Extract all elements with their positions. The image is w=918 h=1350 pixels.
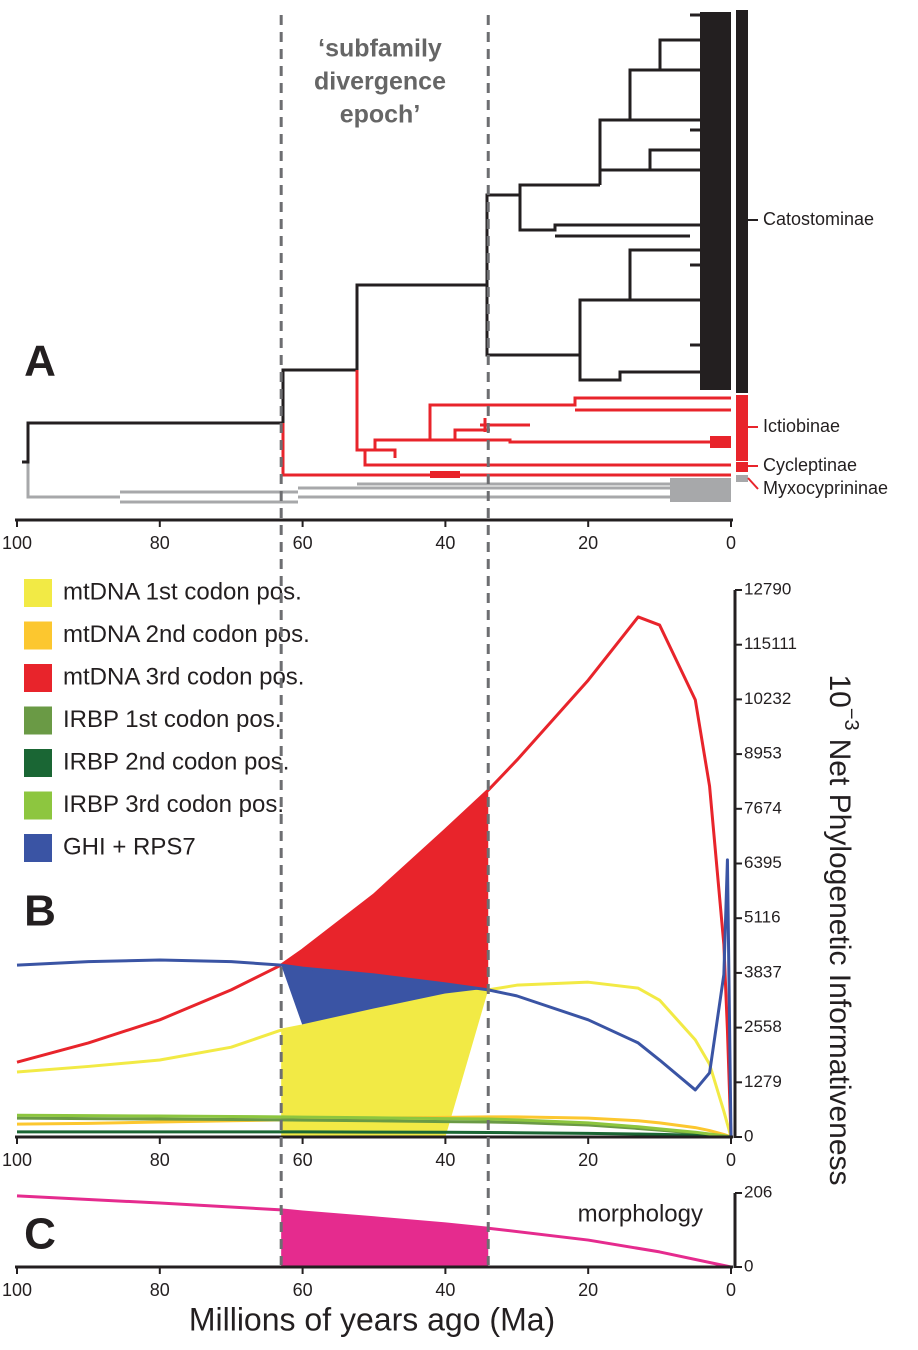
x-tick-label: 40 [435, 533, 455, 553]
series-line [16, 615, 733, 1138]
clade-label: Ictiobinae [763, 416, 840, 436]
epoch-fill [281, 989, 489, 1137]
x-tick-label: 100 [2, 1280, 32, 1300]
clade-label: Catostominae [763, 209, 874, 229]
series-line [16, 858, 733, 1138]
clade-connector [747, 477, 759, 490]
legend-label: IRBP 2nd codon pos. [63, 748, 289, 775]
x-tick-label: 60 [293, 1150, 313, 1170]
y-tick-label: 115111 [744, 634, 797, 653]
x-tick-label: 0 [726, 533, 736, 553]
x-tick-label: 100 [2, 533, 32, 553]
x-tick-label: 80 [150, 533, 170, 553]
y-tick-label: 5116 [744, 908, 781, 927]
tips [700, 12, 731, 390]
clade-bar [736, 475, 748, 482]
x-tick-label: 0 [726, 1280, 736, 1300]
y-tick-label: 1279 [744, 1072, 782, 1091]
tips [430, 471, 460, 478]
legend-label: GHI + RPS7 [63, 833, 196, 860]
series-line [16, 1113, 732, 1139]
legend-swatch [24, 579, 52, 607]
legend-swatch [24, 664, 52, 692]
y-tick-label: 7674 [744, 798, 782, 817]
y-tick-label: 12790 [744, 579, 791, 598]
legend-label: mtDNA 2nd codon pos. [63, 621, 310, 648]
series-label: morphology [578, 1200, 703, 1227]
annotation: ‘subfamily [318, 35, 442, 63]
legend-swatch [24, 749, 52, 777]
x-tick-label: 100 [2, 1150, 32, 1170]
series-line [16, 1194, 732, 1269]
y-tick-label: 8953 [744, 744, 782, 763]
legend-label: IRBP 3rd codon pos. [63, 791, 284, 818]
epoch-fill [281, 790, 489, 990]
y-label-text: Net Phylogenetic Informativeness [823, 739, 856, 1186]
x-tick-label: 20 [578, 1150, 598, 1170]
panel-label: B [24, 887, 56, 936]
clade-bar [736, 462, 748, 472]
y-tick-label: 2558 [744, 1017, 782, 1036]
x-tick-label: 40 [435, 1280, 455, 1300]
annotation: divergence [314, 68, 446, 96]
x-tick-label: 60 [293, 1280, 313, 1300]
y-tick-label: 206 [744, 1182, 772, 1201]
y-label-base: 10 [823, 674, 856, 707]
legend-label: IRBP 1st codon pos. [63, 706, 281, 733]
annotation: epoch’ [340, 101, 421, 129]
branch [26, 462, 670, 504]
x-tick-label: 20 [578, 533, 598, 553]
legend-swatch [24, 791, 52, 820]
y-tick-label: 0 [744, 1256, 753, 1275]
clade-label: Myxocyprininae [763, 478, 888, 498]
tips [670, 478, 731, 502]
x-tick-label: 0 [726, 1150, 736, 1170]
y-tick-label: 3837 [744, 962, 782, 981]
x-tick-label: 80 [150, 1280, 170, 1300]
y-tick-label: 0 [744, 1126, 753, 1145]
tips [710, 436, 731, 448]
legend-swatch [24, 706, 52, 735]
y-tick-label: 6395 [744, 853, 782, 872]
x-tick-label: 80 [150, 1150, 170, 1170]
epoch-fill [281, 965, 489, 1026]
clade-label: Cycleptinae [763, 455, 857, 475]
series-line [16, 1115, 732, 1139]
y-label-exponent: −3 [840, 708, 862, 731]
legend-swatch [24, 834, 52, 862]
x-tick-label: 40 [435, 1150, 455, 1170]
series-line [16, 980, 733, 1138]
x-axis-label: Millions of years ago (Ma) [189, 1301, 555, 1337]
branch [281, 370, 731, 477]
legend-label: mtDNA 3rd codon pos. [63, 663, 304, 690]
panel-label: A [24, 337, 56, 386]
legend-swatch [24, 621, 52, 650]
y-axis-label: 10−3 Net Phylogenetic Informativeness [823, 674, 862, 1185]
panel-label: C [24, 1210, 56, 1259]
y-tick-label: 10232 [744, 689, 791, 708]
x-tick-label: 20 [578, 1280, 598, 1300]
clade-bar [736, 395, 748, 461]
x-tick-label: 60 [293, 533, 313, 553]
clade-bar [736, 10, 748, 393]
legend-label: mtDNA 1st codon pos. [63, 578, 302, 605]
